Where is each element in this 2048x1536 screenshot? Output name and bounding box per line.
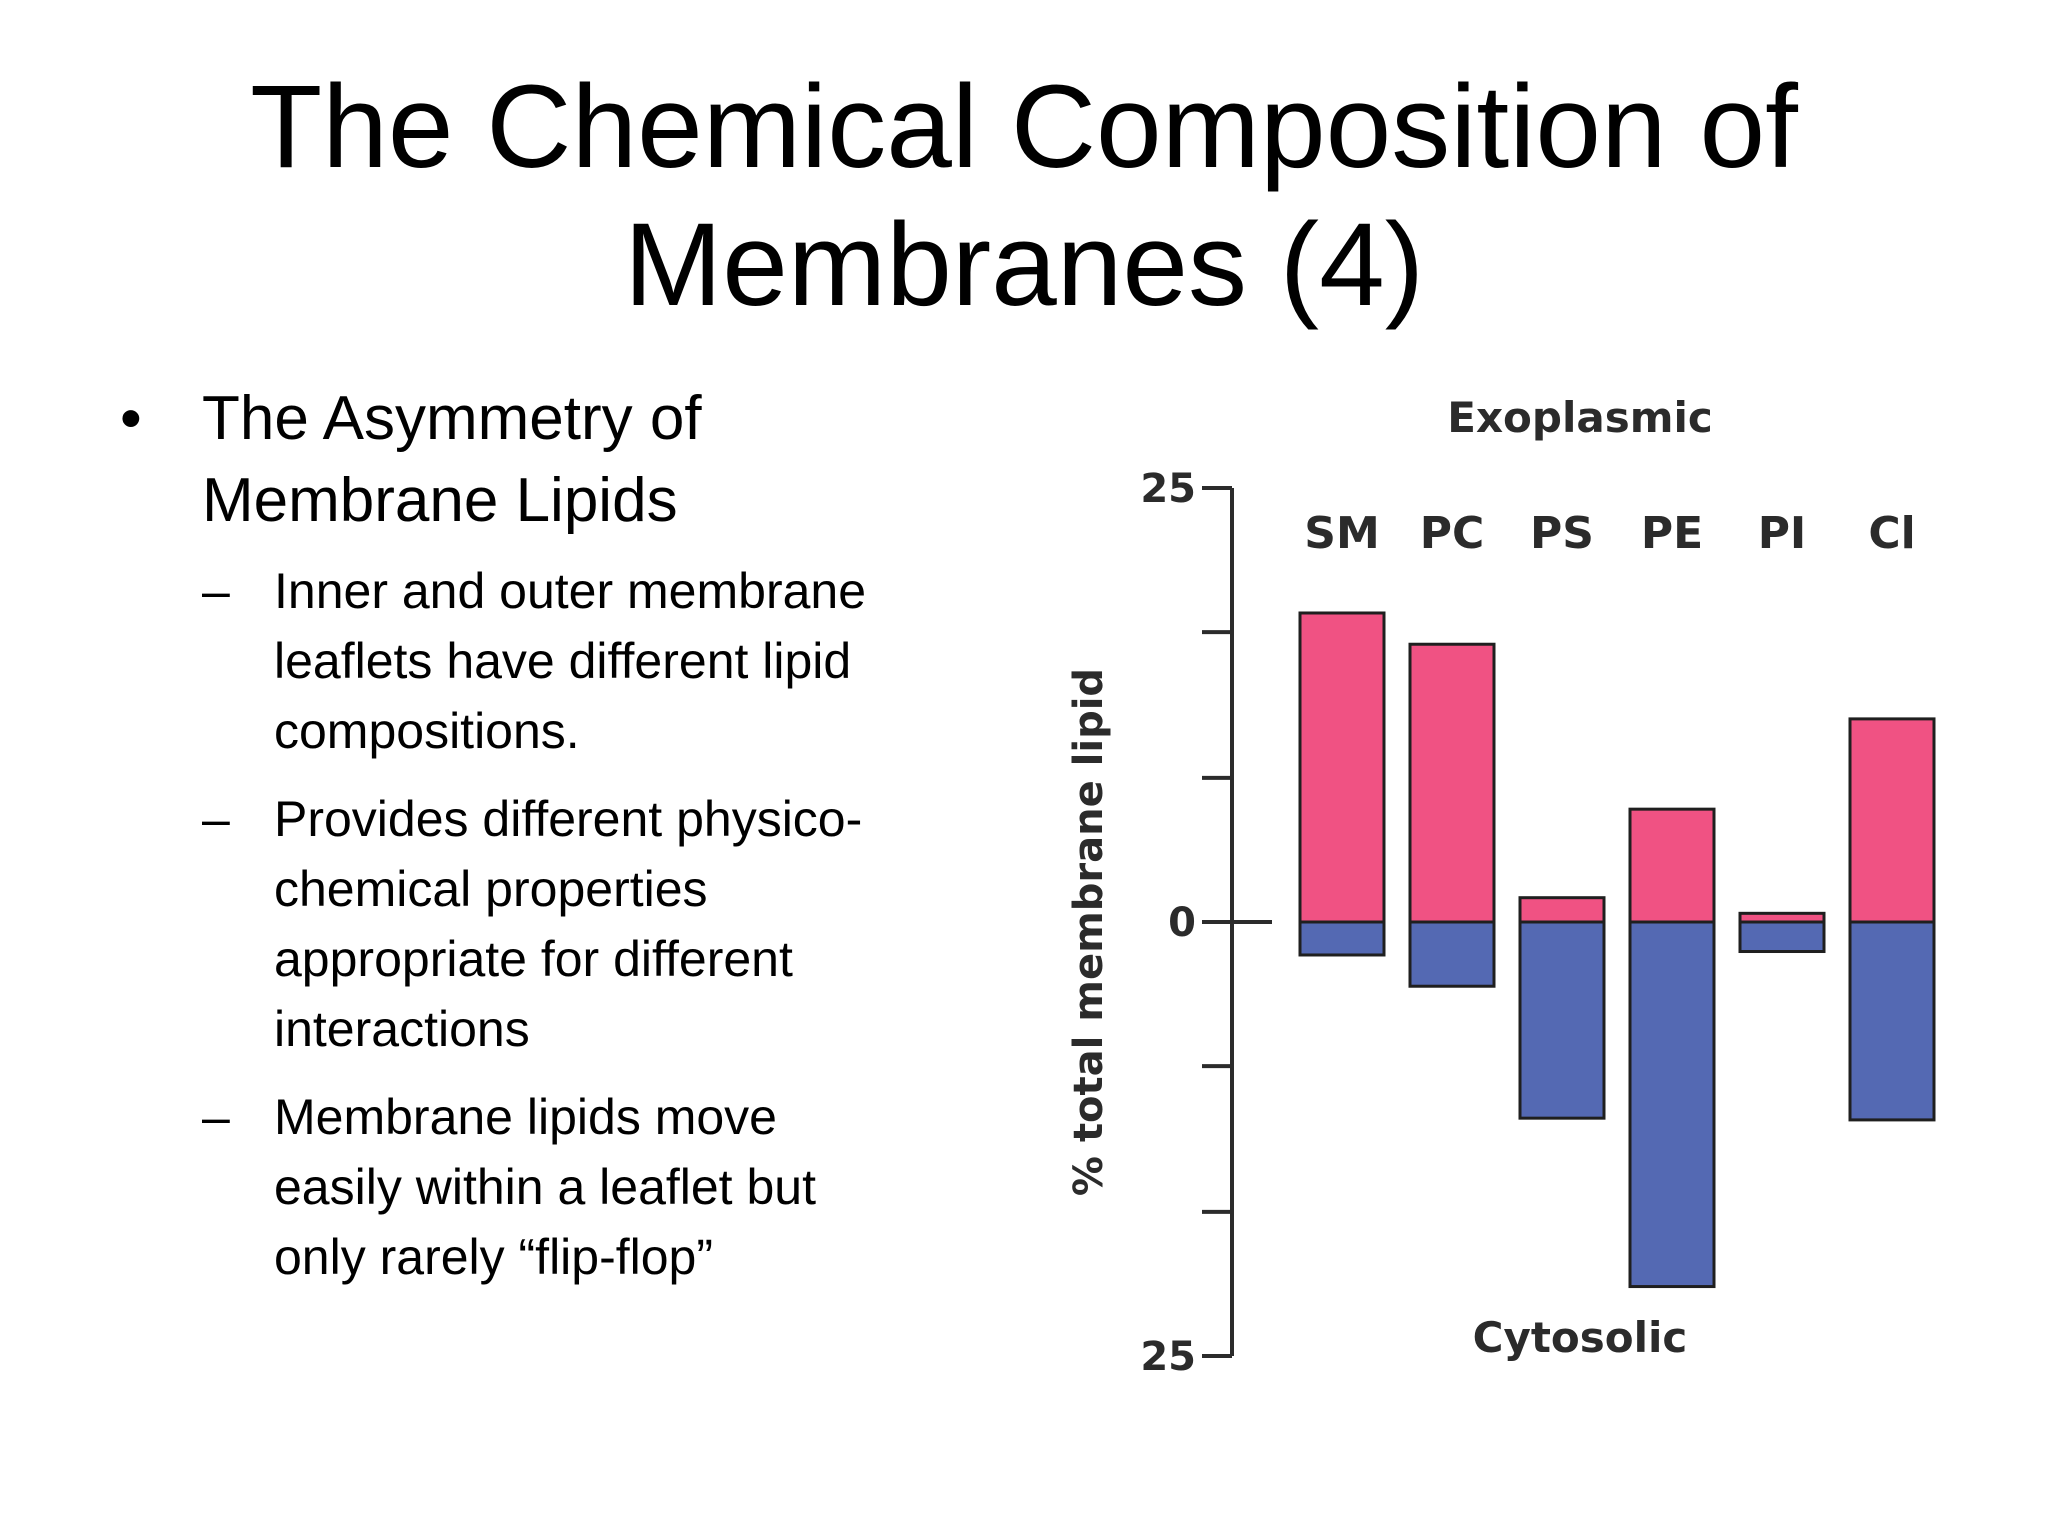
sub-bullet-text-line: leaflets have different lipid (274, 633, 852, 689)
slide-title-line-1: The Chemical Composition of (250, 61, 1798, 193)
sub-bullet-text-line: compositions. (274, 703, 580, 759)
sub-bullet-marker: – (202, 1089, 230, 1145)
category-label: PE (1641, 508, 1703, 559)
sub-bullet-text-line: only rarely “flip-flop” (274, 1229, 714, 1285)
exoplasmic-label: Exoplasmic (1447, 393, 1713, 442)
sub-bullet-text-line: Provides different physico- (274, 791, 863, 847)
sub-bullet-item: – Provides different physico-chemical pro… (202, 784, 1020, 1064)
sub-bullet-text-line: interactions (274, 1001, 530, 1057)
bar-cytosolic (1298, 920, 1386, 957)
bar-exoplasmic (1848, 717, 1936, 924)
cytosolic-label: Cytosolic (1473, 1313, 1688, 1362)
sub-bullet-text-line: Membrane lipids move (274, 1089, 777, 1145)
sub-bullet-text-line: chemical properties (274, 861, 708, 917)
category-label: PS (1530, 508, 1594, 559)
bullet-text-line: Membrane Lipids (202, 466, 678, 535)
sub-bullet-marker: – (202, 563, 230, 619)
category-label: PC (1420, 508, 1485, 559)
sub-bullet-list: – Inner and outer membrane leaflets have d… (120, 556, 1020, 1292)
bullet-marker: • (120, 384, 142, 453)
sub-bullet-text-line: Inner and outer membrane (274, 563, 867, 619)
bar-cytosolic (1628, 920, 1716, 1289)
bar-exoplasmic (1518, 896, 1606, 924)
bar-exoplasmic (1298, 611, 1386, 924)
sub-bullet-text-line: appropriate for different (274, 931, 793, 987)
bar-cytosolic (1738, 920, 1826, 954)
bar-cytosolic (1408, 920, 1496, 988)
y-tick-label: 25 (1140, 1334, 1196, 1380)
bar-cytosolic (1848, 920, 1936, 1122)
sub-bullet-item: – Membrane lipids move easily within a lea… (202, 1082, 1020, 1292)
slide-title-line-2: Membranes (4) (623, 199, 1424, 331)
category-label: PI (1758, 508, 1807, 559)
bar-exoplasmic (1408, 642, 1496, 924)
y-axis-label: % total membrane lipid (1066, 668, 1112, 1196)
bullet-list: • The Asymmetry of Membrane Lipids – Inne… (120, 378, 1020, 1310)
lipid-asymmetry-chart: 25 0 25 % total membrane lipid Exoplasmic Cyt… (1066, 393, 1936, 1380)
category-label: Cl (1868, 508, 1915, 559)
sub-bullet-marker: – (202, 791, 230, 847)
bullet-item: • The Asymmetry of Membrane Lipids (120, 378, 1020, 542)
sub-bullet-text-line: easily within a leaflet but (274, 1159, 816, 1215)
bar-cytosolic (1518, 920, 1606, 1120)
y-tick-label: 25 (1140, 466, 1196, 512)
bullet-text-line: The Asymmetry of (202, 384, 702, 453)
sub-bullet-item: – Inner and outer membrane leaflets have d… (202, 556, 1020, 766)
bar-exoplasmic (1628, 807, 1716, 924)
y-tick-label: 0 (1168, 900, 1196, 946)
slide-title: The Chemical Composition of Membranes (4… (0, 58, 2048, 334)
category-label: SM (1304, 508, 1379, 559)
